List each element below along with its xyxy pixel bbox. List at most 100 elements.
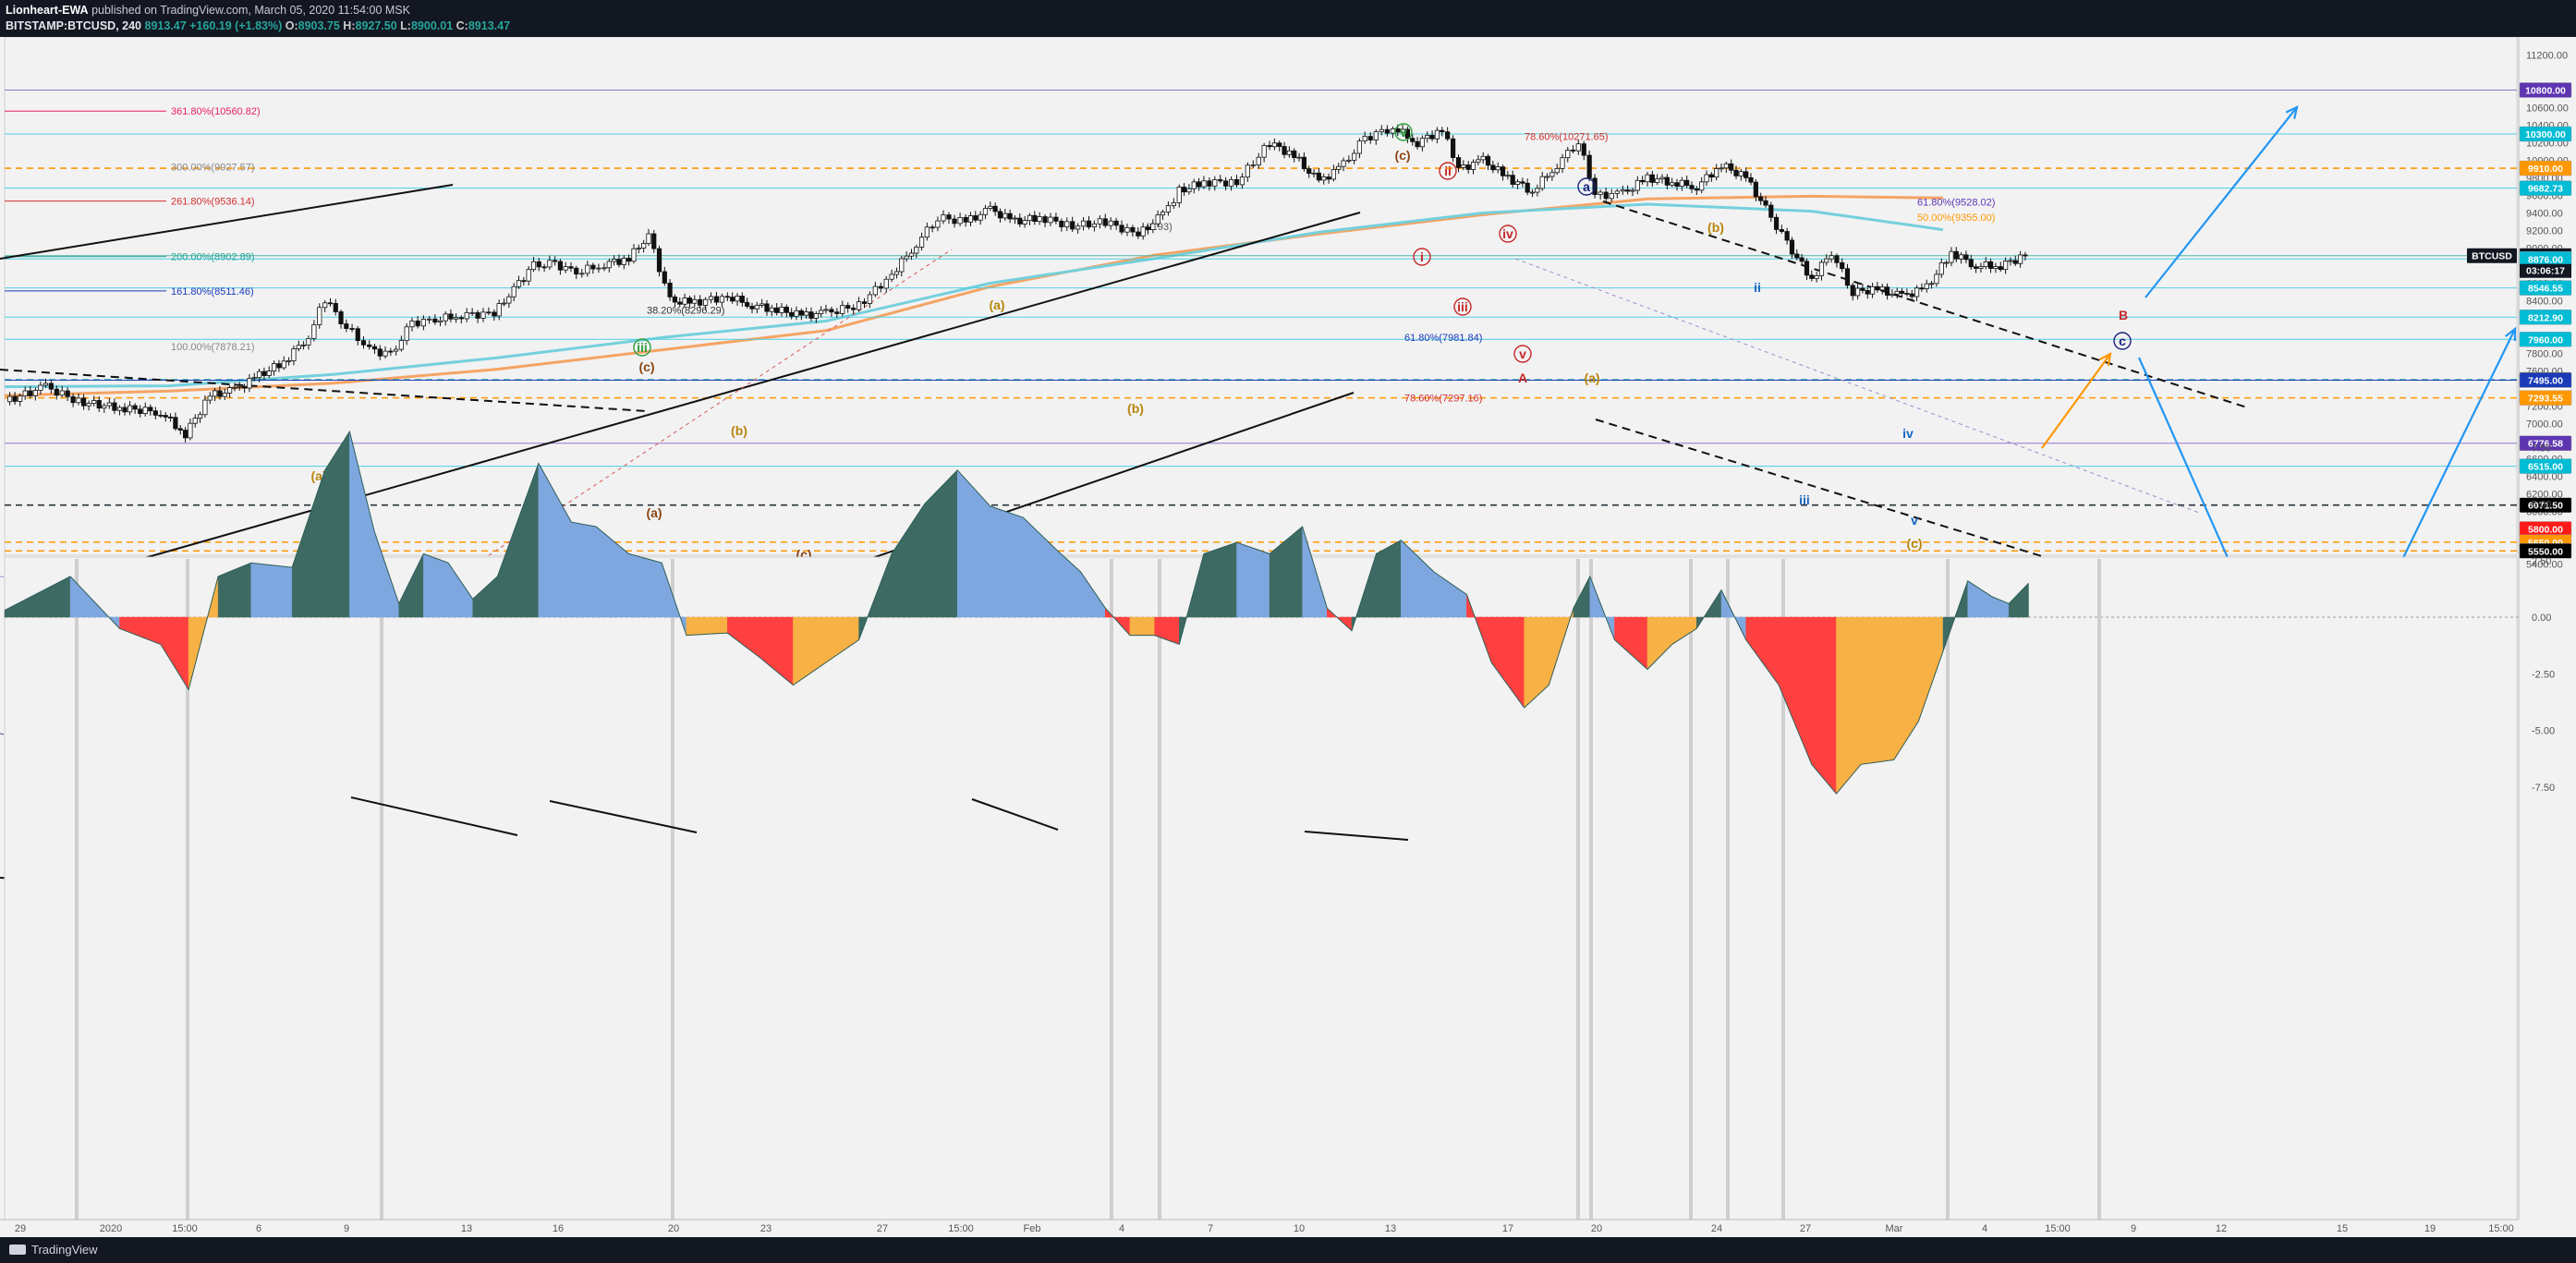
price-tag[interactable]: 6071.50 <box>2519 497 2572 513</box>
price-tag[interactable]: 5550.00 <box>2519 543 2572 559</box>
candle-body <box>574 267 579 275</box>
oscillator-tick-label: 5.00 <box>2532 500 2551 511</box>
candle-body <box>1884 286 1890 296</box>
trendline[interactable] <box>1602 200 2251 409</box>
publish-info: Lionheart-EWA published on TradingView.c… <box>6 4 410 17</box>
candle-body <box>1064 221 1070 227</box>
price-tick-label: 7000.00 <box>2526 419 2563 431</box>
price-tag[interactable]: 6776.58 <box>2519 435 2572 451</box>
candle-body <box>978 213 983 221</box>
wave-label: iii <box>1799 492 1810 507</box>
candle-body <box>112 402 117 411</box>
candle-body <box>1978 266 1984 269</box>
trendline[interactable] <box>0 184 454 260</box>
candle-body <box>1440 129 1445 133</box>
candle-body <box>677 301 683 305</box>
price-tag[interactable]: 8546.55 <box>2519 280 2572 296</box>
divergence-line[interactable] <box>549 800 698 833</box>
candle-body <box>651 233 657 249</box>
candle-body <box>1684 179 1690 187</box>
price-tag-bg <box>2519 458 2572 474</box>
price-tag[interactable]: 9910.00 <box>2519 160 2572 176</box>
price-tag-label: 10300.00 <box>2525 129 2566 140</box>
candle-body <box>152 410 158 416</box>
candle-body <box>59 390 65 396</box>
price-tag[interactable]: 7495.00 <box>2519 372 2572 388</box>
low-label: L: <box>400 19 411 32</box>
candlestick-series[interactable] <box>6 124 2028 443</box>
candle-body <box>631 248 637 262</box>
oscillator-segment <box>1860 616 1894 765</box>
candle-body <box>1245 164 1250 178</box>
tradingview-brand[interactable]: TradingView <box>9 1243 98 1257</box>
author-name[interactable]: Lionheart-EWA <box>6 4 89 17</box>
oscillator-pane[interactable] <box>4 430 2519 1220</box>
candle-body <box>1282 146 1287 155</box>
candle-body <box>1346 159 1352 162</box>
price-axis[interactable]: 11200.0010600.0010400.0010200.0010000.00… <box>2518 37 2576 1237</box>
candle-body <box>22 390 28 397</box>
candle-body <box>2003 261 2009 271</box>
fib-level-label: 200.00%(8902.89) <box>171 252 255 263</box>
symbol-tag[interactable]: BTCUSD <box>2467 248 2517 263</box>
open-label: O: <box>285 19 298 32</box>
price-pane[interactable]: 361.80%(10560.82) 300.00%(9927.57) 261.80%… <box>0 37 2518 973</box>
candle-body <box>226 387 233 394</box>
oscillator-segment <box>423 553 449 618</box>
oscillator-segment <box>250 562 293 618</box>
price-tag[interactable]: 6515.00 <box>2519 458 2572 474</box>
candle-body <box>1042 216 1048 224</box>
candle-body <box>963 217 968 223</box>
divergence-line[interactable] <box>971 798 1059 831</box>
time-tick-label: 15:00 <box>172 1223 198 1234</box>
wave-label: a <box>1583 179 1590 194</box>
candle-body <box>1620 189 1625 192</box>
price-tick-label: 5400.00 <box>2526 560 2563 571</box>
candle-body <box>1271 142 1277 148</box>
price-tag[interactable]: 8876.00 <box>2519 251 2572 267</box>
divergence-line[interactable] <box>350 796 518 836</box>
oscillator-tick-label: -5.00 <box>2532 726 2555 737</box>
candle-body <box>1124 226 1130 233</box>
divergence-line[interactable] <box>1304 831 1409 841</box>
chart-canvas[interactable]: 361.80%(10560.82) 300.00%(9927.57) 261.80%… <box>0 37 2576 1237</box>
candle-body <box>1425 135 1430 140</box>
candle-body <box>409 320 415 328</box>
candle-body <box>286 360 292 362</box>
projection-arrow[interactable] <box>2145 106 2298 298</box>
candle-body <box>1539 176 1545 189</box>
candle-body <box>296 345 301 349</box>
symbol-legend: BITSTAMP:BTCUSD, 240 8913.47 +160.19 (+1… <box>6 19 510 32</box>
wave-marker-circle <box>2113 332 2132 350</box>
trendline[interactable] <box>91 212 1361 574</box>
price-tag[interactable]: 8212.90 <box>2519 310 2572 325</box>
trendline[interactable] <box>0 369 648 412</box>
oscillator-segment <box>1203 541 1237 618</box>
candle-body <box>1086 220 1092 228</box>
price-tag-label: 8546.55 <box>2528 284 2563 295</box>
candle-body <box>394 348 399 352</box>
symbol-name[interactable]: BITSTAMP:BTCUSD, 240 <box>6 19 142 32</box>
symbol-tag-label: BTCUSD <box>2472 251 2512 262</box>
candle-body <box>541 266 547 269</box>
price-tag[interactable]: 10300.00 <box>2519 126 2572 142</box>
price-tag[interactable]: 10800.00 <box>2519 82 2572 98</box>
price-tag[interactable]: 9682.73 <box>2519 180 2572 196</box>
candle-body <box>596 267 601 270</box>
candle-body <box>1634 179 1640 191</box>
time-axis[interactable]: 29 2020 15:00 6 9 13 16 20 23 27 15:00 Feb 4 7 10 13 17 2… <box>0 1219 2576 1237</box>
candle-body <box>480 311 486 319</box>
price-tag[interactable]: 7293.55 <box>2519 390 2572 406</box>
projection-arrow[interactable] <box>2041 353 2111 449</box>
price-tag[interactable]: 7960.00 <box>2519 332 2572 347</box>
candle-body <box>1373 131 1379 140</box>
candle-body <box>2018 254 2023 264</box>
wave-channel-line[interactable] <box>1514 258 2200 514</box>
candle-body <box>1904 293 1910 295</box>
candle-body <box>251 377 257 380</box>
time-tick-label: 24 <box>1711 1223 1722 1234</box>
time-tick-label: 19 <box>2424 1223 2436 1234</box>
price-tag[interactable]: 5800.00 <box>2519 521 2572 537</box>
time-tick-label: Feb <box>1024 1223 1041 1234</box>
candle-body <box>724 296 730 298</box>
